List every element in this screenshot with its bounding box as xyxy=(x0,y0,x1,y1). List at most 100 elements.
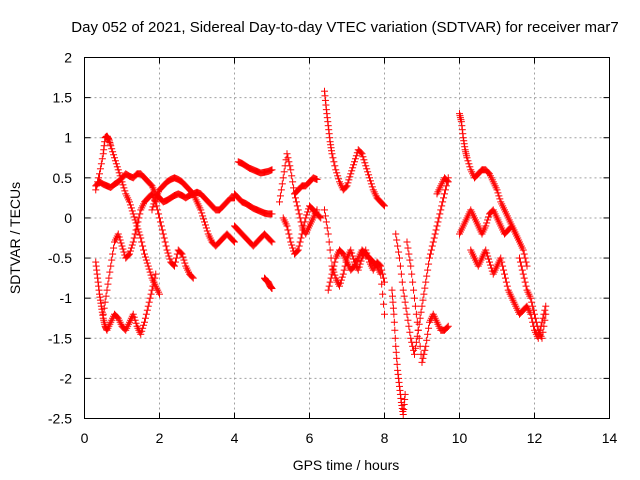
data-point xyxy=(130,234,138,242)
data-point xyxy=(538,334,546,342)
data-point xyxy=(156,218,164,226)
data-point xyxy=(500,266,508,274)
data-point xyxy=(396,254,403,262)
y-tick-label: 0 xyxy=(64,210,72,226)
data-point xyxy=(322,218,330,226)
data-point xyxy=(401,298,409,306)
data-point xyxy=(405,250,413,258)
data-point xyxy=(155,210,163,218)
data-point xyxy=(437,206,445,214)
data-point xyxy=(144,262,152,270)
data-point xyxy=(520,274,528,282)
data-point xyxy=(464,157,472,165)
data-point xyxy=(147,290,155,298)
data-point xyxy=(395,248,403,256)
data-point xyxy=(283,222,291,230)
data-point xyxy=(420,350,428,358)
data-point xyxy=(422,342,430,350)
data-point xyxy=(407,262,415,270)
data-point xyxy=(542,302,550,310)
data-point xyxy=(533,322,541,330)
series-arc-9 xyxy=(261,274,276,293)
data-point xyxy=(302,214,310,222)
data-point xyxy=(99,310,107,318)
data-point xyxy=(530,306,538,314)
x-axis-label: GPS time / hours xyxy=(293,457,400,473)
data-point xyxy=(125,251,133,259)
data-point xyxy=(286,162,294,170)
data-point xyxy=(332,166,340,174)
data-point xyxy=(348,249,356,257)
data-point xyxy=(330,262,338,270)
data-point xyxy=(393,360,401,368)
data-point xyxy=(420,290,428,298)
data-point xyxy=(285,230,293,238)
data-point xyxy=(326,278,334,286)
data-point xyxy=(290,184,298,192)
data-point xyxy=(349,164,357,172)
data-point xyxy=(300,222,308,230)
data-point xyxy=(392,348,400,356)
data-point xyxy=(317,214,325,222)
data-point xyxy=(108,256,116,264)
data-point xyxy=(404,316,412,324)
data-point xyxy=(351,155,359,163)
data-point xyxy=(321,212,329,220)
data-point xyxy=(411,344,419,352)
data-point xyxy=(463,154,471,162)
series-arc-18 xyxy=(403,238,452,366)
data-point xyxy=(412,310,420,318)
data-point xyxy=(443,177,451,185)
data-point xyxy=(329,266,337,274)
data-point xyxy=(136,231,144,239)
data-point xyxy=(344,179,352,187)
data-point xyxy=(119,245,127,253)
data-point xyxy=(419,354,427,362)
data-point xyxy=(411,350,418,358)
data-point xyxy=(427,246,435,254)
data-point xyxy=(357,149,365,157)
data-point xyxy=(142,256,150,264)
data-point xyxy=(198,209,206,217)
data-point xyxy=(389,298,397,306)
data-point xyxy=(141,314,149,322)
axis-ticks xyxy=(84,57,610,419)
data-point xyxy=(531,314,539,322)
data-point xyxy=(203,227,211,235)
data-point xyxy=(111,157,119,165)
data-point xyxy=(482,222,490,230)
chart-title: Day 052 of 2021, Sidereal Day-to-day VTE… xyxy=(71,19,618,36)
data-point xyxy=(141,250,148,258)
data-point xyxy=(325,238,333,246)
data-point xyxy=(349,252,357,260)
data-point xyxy=(334,172,342,180)
data-point xyxy=(129,210,137,218)
data-point xyxy=(406,256,414,264)
data-point xyxy=(268,210,276,218)
data-point xyxy=(165,252,173,260)
data-point xyxy=(105,274,113,282)
data-point xyxy=(350,161,358,169)
data-point xyxy=(295,242,303,250)
data-point xyxy=(426,254,433,262)
data-point xyxy=(284,226,292,234)
data-point xyxy=(142,310,150,318)
data-point xyxy=(429,238,437,246)
data-point xyxy=(97,160,105,168)
data-point xyxy=(126,198,133,206)
data-point xyxy=(348,167,356,175)
data-point xyxy=(150,278,158,286)
data-point xyxy=(179,253,187,261)
data-point xyxy=(109,148,117,156)
data-point xyxy=(149,203,157,211)
y-tick-label: -2.5 xyxy=(48,411,72,427)
data-point xyxy=(361,159,369,167)
data-point xyxy=(438,202,446,210)
data-point xyxy=(368,183,376,191)
data-point xyxy=(484,252,492,260)
data-point xyxy=(401,390,409,398)
data-point xyxy=(380,274,388,282)
data-point xyxy=(316,213,324,221)
data-point xyxy=(111,154,118,162)
data-point xyxy=(327,274,335,282)
